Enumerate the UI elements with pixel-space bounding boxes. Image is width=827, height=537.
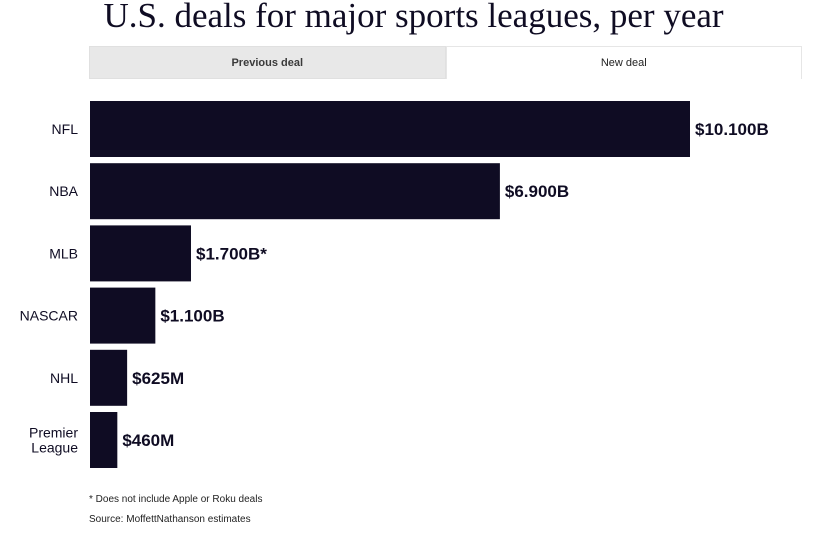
value-label-nhl: $625M — [132, 369, 184, 388]
value-label-premier-league: $460M — [122, 431, 174, 450]
deal-toggle: Previous deal New deal — [89, 46, 802, 79]
tab-new-deal[interactable]: New deal — [445, 46, 802, 79]
category-label-nba: NBA — [49, 183, 78, 199]
bar-nascar[interactable] — [90, 287, 156, 344]
value-label-nascar: $1.100B — [160, 307, 224, 326]
bar-premier-league[interactable] — [90, 412, 118, 468]
bar-mlb[interactable] — [90, 225, 191, 282]
category-label-nascar: NASCAR — [20, 308, 78, 324]
footnote-apple-roku: * Does not include Apple or Roku deals — [89, 494, 263, 505]
value-label-mlb: $1.700B* — [196, 244, 267, 263]
chart-title: U.S. deals for major sports leagues, per… — [103, 0, 724, 35]
category-label-nfl: NFL — [52, 121, 79, 137]
tab-previous-deal[interactable]: Previous deal — [89, 46, 446, 79]
source-note: Source: MoffettNathanson estimates — [89, 514, 251, 525]
bar-nhl[interactable] — [90, 349, 128, 406]
bar-nba[interactable] — [90, 163, 500, 220]
category-label-nhl: NHL — [50, 370, 78, 386]
category-label-mlb: MLB — [49, 245, 78, 261]
bar-nfl[interactable] — [90, 101, 690, 157]
value-label-nfl: $10.100B — [695, 120, 769, 139]
category-label-premier-league: Premier League — [29, 425, 78, 456]
value-label-nba: $6.900B — [505, 182, 569, 201]
